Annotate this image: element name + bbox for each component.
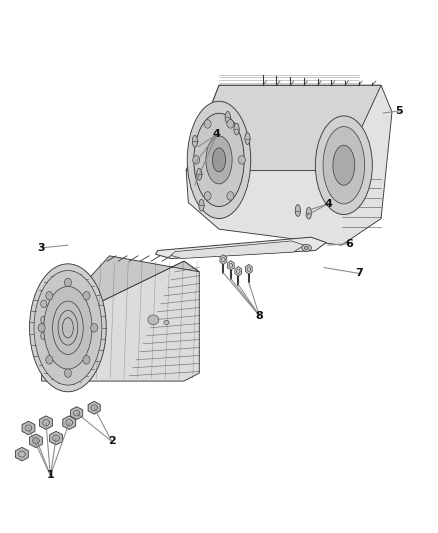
Circle shape <box>41 300 47 308</box>
Polygon shape <box>245 264 252 274</box>
Text: 6: 6 <box>346 239 353 248</box>
Polygon shape <box>42 256 199 330</box>
Circle shape <box>83 356 90 364</box>
Circle shape <box>238 156 245 164</box>
Text: 8: 8 <box>255 311 263 320</box>
Ellipse shape <box>34 271 102 385</box>
Ellipse shape <box>234 123 239 135</box>
Circle shape <box>204 119 211 128</box>
Text: 7: 7 <box>355 269 363 278</box>
Ellipse shape <box>187 101 251 219</box>
Polygon shape <box>235 266 242 276</box>
Ellipse shape <box>197 168 202 180</box>
Polygon shape <box>49 431 63 445</box>
Polygon shape <box>220 255 227 264</box>
Circle shape <box>46 356 53 364</box>
Text: 4: 4 <box>213 130 221 139</box>
Ellipse shape <box>206 136 232 184</box>
Circle shape <box>46 292 53 300</box>
Circle shape <box>227 192 234 200</box>
Circle shape <box>64 278 71 287</box>
Circle shape <box>41 332 47 340</box>
Ellipse shape <box>225 111 230 123</box>
Ellipse shape <box>315 116 372 215</box>
Text: 1: 1 <box>46 471 54 480</box>
Polygon shape <box>71 407 83 419</box>
Ellipse shape <box>164 320 169 325</box>
Polygon shape <box>22 421 35 435</box>
Ellipse shape <box>323 127 364 204</box>
Polygon shape <box>186 85 381 171</box>
Ellipse shape <box>295 205 300 216</box>
Polygon shape <box>171 241 304 259</box>
Ellipse shape <box>30 264 106 392</box>
Polygon shape <box>42 261 199 381</box>
Text: 5: 5 <box>396 106 403 116</box>
Ellipse shape <box>192 135 198 147</box>
Circle shape <box>38 324 45 332</box>
Circle shape <box>83 292 90 300</box>
Ellipse shape <box>44 287 92 369</box>
Polygon shape <box>63 416 76 430</box>
Text: 2: 2 <box>108 437 116 446</box>
Ellipse shape <box>199 199 204 211</box>
Polygon shape <box>29 434 42 448</box>
Circle shape <box>91 324 98 332</box>
Circle shape <box>64 369 71 377</box>
Ellipse shape <box>212 148 226 172</box>
Text: 4: 4 <box>325 199 332 208</box>
Ellipse shape <box>302 244 311 251</box>
Circle shape <box>41 316 47 324</box>
Polygon shape <box>39 416 53 430</box>
Ellipse shape <box>306 207 311 219</box>
Polygon shape <box>227 261 234 270</box>
Circle shape <box>204 192 211 200</box>
Ellipse shape <box>333 145 355 185</box>
Ellipse shape <box>245 133 250 144</box>
Ellipse shape <box>148 315 159 325</box>
Polygon shape <box>88 401 100 414</box>
Polygon shape <box>186 85 392 245</box>
Circle shape <box>193 156 200 164</box>
Ellipse shape <box>194 114 244 207</box>
Polygon shape <box>15 447 28 461</box>
Text: 3: 3 <box>38 243 46 253</box>
Ellipse shape <box>304 246 309 249</box>
Polygon shape <box>155 237 326 259</box>
Circle shape <box>227 119 234 128</box>
